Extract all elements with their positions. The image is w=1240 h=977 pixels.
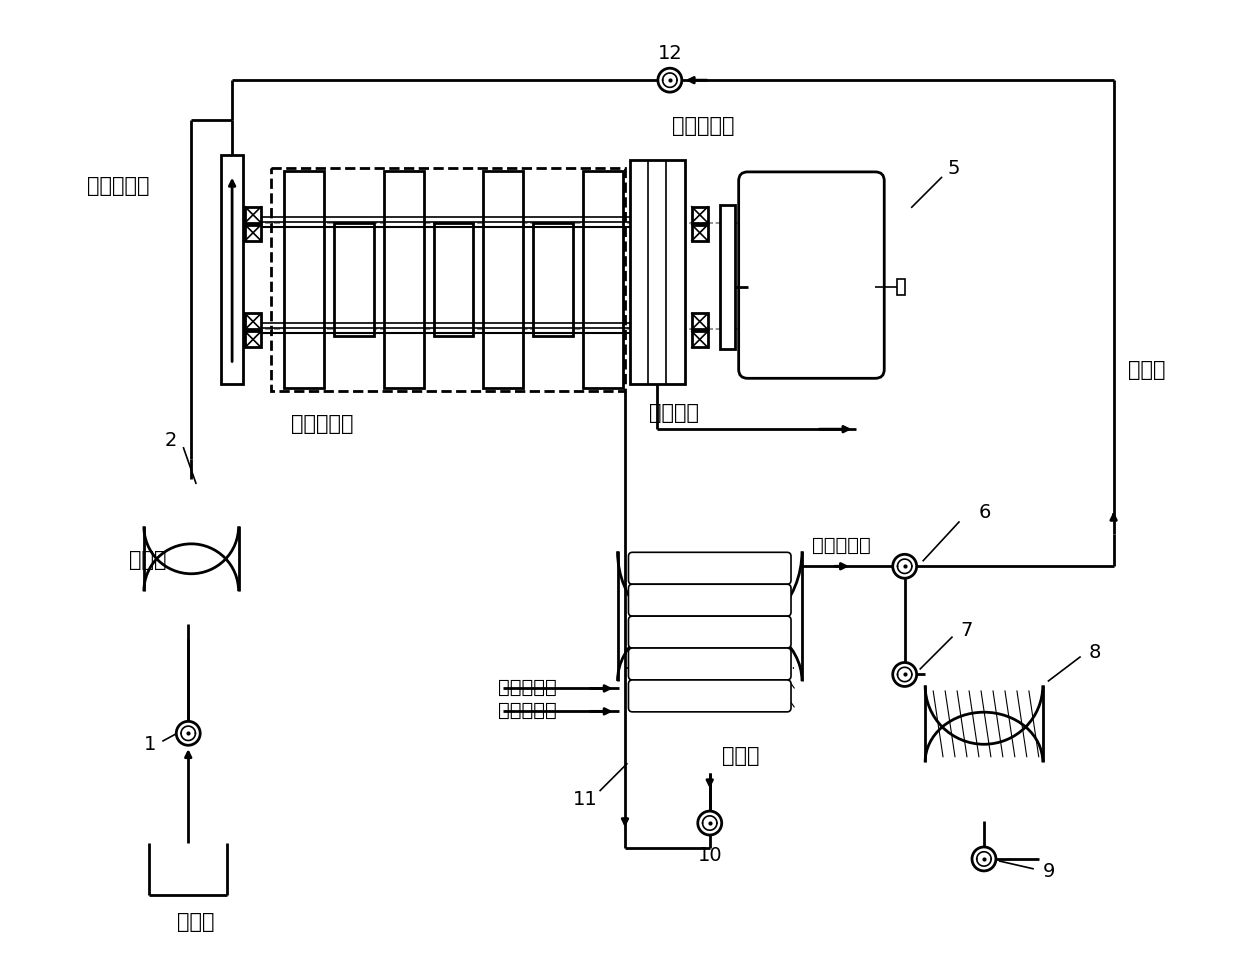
Bar (719, 205, 734, 350)
Circle shape (893, 662, 916, 687)
Bar (898, 279, 905, 296)
Circle shape (972, 847, 996, 871)
Text: 地热井: 地热井 (177, 911, 215, 931)
Circle shape (698, 811, 722, 835)
Text: 5: 5 (947, 159, 960, 178)
Bar (630, 161, 684, 385)
FancyBboxPatch shape (629, 584, 791, 616)
Text: 冷却水: 冷却水 (722, 745, 759, 765)
Text: 6: 6 (978, 502, 991, 522)
FancyBboxPatch shape (629, 616, 791, 649)
Text: 10: 10 (697, 845, 722, 865)
Text: 水蒸气入口: 水蒸气入口 (497, 701, 557, 719)
Text: 真空泵入口: 真空泵入口 (672, 116, 734, 136)
Text: 8: 8 (1089, 642, 1101, 661)
Bar (221, 155, 243, 385)
Text: 7: 7 (960, 620, 972, 639)
FancyBboxPatch shape (629, 649, 791, 680)
Text: 膨胀机出口: 膨胀机出口 (291, 414, 353, 434)
Text: 直排大气: 直排大气 (649, 403, 699, 423)
Text: 1: 1 (144, 734, 156, 753)
Circle shape (893, 555, 916, 578)
Bar (434, 224, 474, 337)
Text: 不凝气: 不凝气 (1127, 360, 1166, 380)
Bar (334, 224, 373, 337)
Bar (246, 315, 262, 330)
Text: 闪蒸器: 闪蒸器 (129, 549, 167, 570)
Bar (692, 315, 708, 330)
Bar (284, 172, 324, 389)
FancyBboxPatch shape (629, 553, 791, 584)
Text: 冷却水出口: 冷却水出口 (812, 535, 870, 554)
FancyBboxPatch shape (739, 173, 884, 379)
Bar (272, 169, 625, 392)
Circle shape (176, 722, 200, 745)
Text: 冷却水入口: 冷却水入口 (497, 677, 557, 697)
Bar (692, 226, 708, 241)
Bar (533, 224, 573, 337)
Bar (383, 172, 424, 389)
FancyBboxPatch shape (629, 680, 791, 712)
Text: 9: 9 (1043, 862, 1055, 880)
Bar (246, 332, 262, 348)
Text: 12: 12 (657, 44, 682, 63)
Bar (246, 226, 262, 241)
Bar (246, 207, 262, 224)
Bar (583, 172, 622, 389)
Text: 2: 2 (165, 430, 177, 449)
Text: 膨胀机入口: 膨胀机入口 (87, 176, 149, 195)
Bar (692, 332, 708, 348)
Bar (692, 207, 708, 224)
Bar (484, 172, 523, 389)
Circle shape (658, 69, 682, 93)
Text: 11: 11 (573, 788, 598, 808)
